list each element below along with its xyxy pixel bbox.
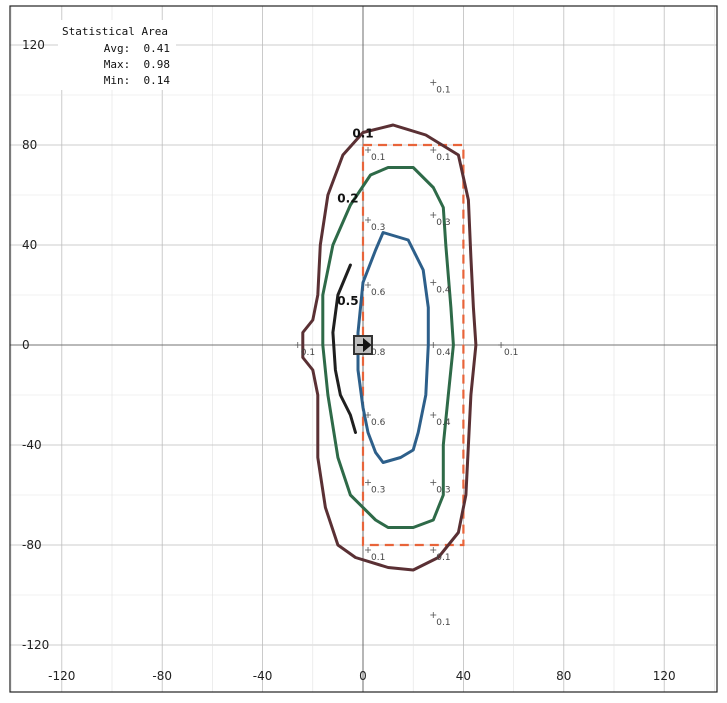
- x-tick-label: -120: [48, 669, 75, 683]
- calc-point-label: 0.3: [436, 486, 450, 496]
- stats-avg: Avg: 0.41: [104, 42, 170, 55]
- luminaire: [353, 335, 373, 355]
- calc-point-label: 0.6: [371, 418, 386, 428]
- x-tick-label: -80: [152, 669, 172, 683]
- x-tick-label: 120: [653, 669, 676, 683]
- stats-max: Max: 0.98: [104, 58, 170, 71]
- calc-point-label: 0.1: [504, 348, 518, 358]
- calc-point-label: 0.3: [436, 218, 450, 228]
- y-tick-label: 120: [22, 38, 45, 52]
- calc-point-label: 0.6: [371, 288, 386, 298]
- stats-box: Statistical Area Avg: 0.41 Max: 0.98 Min…: [58, 20, 176, 90]
- calc-point-label: 0.1: [436, 553, 450, 563]
- y-tick-label: 0: [22, 338, 30, 352]
- y-tick-label: 80: [22, 138, 37, 152]
- y-tick-label: -120: [22, 638, 49, 652]
- contour-label: 0.2: [337, 192, 358, 206]
- calc-point-label: 0.1: [436, 86, 450, 96]
- calculation-points: 0.10.1 0.10.3 0.30.6 0.40.1 0.8 0.4 0.10.6 0.40…: [294, 79, 518, 628]
- calc-point-label: 0.1: [301, 348, 315, 358]
- calc-point-label: 0.4: [436, 418, 451, 428]
- plot-border: [9, 5, 718, 693]
- y-tick-label: -80: [22, 538, 42, 552]
- calc-point-label: 0.1: [371, 553, 385, 563]
- calc-point-label: 0.1: [371, 153, 385, 163]
- y-tick-label: 40: [22, 238, 37, 252]
- x-tick-label: 40: [456, 669, 471, 683]
- stats-min: Min: 0.14: [104, 74, 171, 87]
- calc-point-label: 0.4: [436, 286, 451, 296]
- contour-line: [331, 263, 357, 434]
- contour-line: [301, 123, 478, 572]
- calc-point-label: 0.3: [371, 223, 385, 233]
- x-tick-label: 0: [359, 669, 367, 683]
- contour-label: 0.5: [337, 294, 358, 308]
- calc-point-label: 0.8: [371, 348, 386, 358]
- luminaire-arrow-icon: [357, 337, 372, 353]
- calc-point-label: 0.3: [371, 486, 385, 496]
- axis-ticks: -120 -80 -40 0 40 80 120 120 80 40 0 -40 -80 -120: [22, 38, 676, 683]
- calc-point-label: 0.1: [436, 153, 450, 163]
- x-tick-label: 80: [556, 669, 571, 683]
- calc-point-label: 0.4: [436, 348, 451, 358]
- stats-title: Statistical Area: [62, 25, 168, 38]
- contour-label: 0.1: [352, 127, 373, 141]
- contours: 0.1 0.2 0.5: [301, 123, 478, 572]
- contour-line: [356, 231, 430, 464]
- contour-line: [321, 166, 455, 529]
- y-tick-label: -40: [22, 438, 42, 452]
- stats-box-bg: [58, 20, 176, 90]
- calc-point-label: 0.1: [436, 618, 450, 628]
- x-tick-label: -40: [253, 669, 273, 683]
